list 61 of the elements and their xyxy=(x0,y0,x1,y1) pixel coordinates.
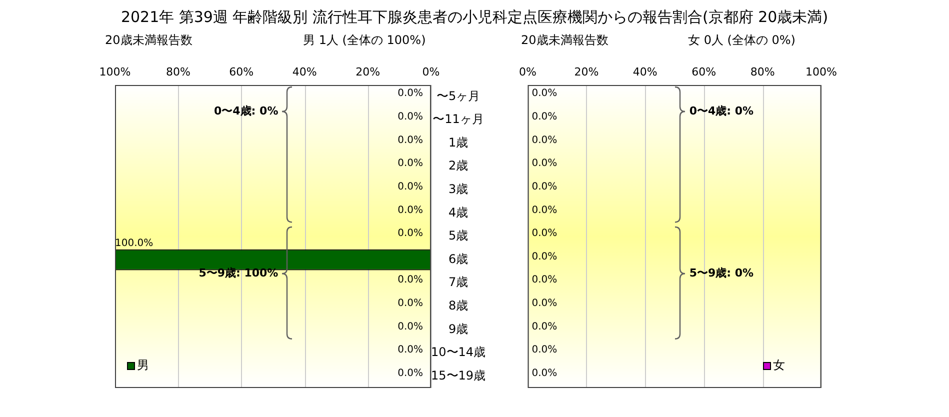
x-tick-label: 80% xyxy=(166,65,190,78)
y-tick-label: 9歳 xyxy=(448,322,468,336)
data-label: 100.0% xyxy=(115,238,154,249)
data-label: 0.0% xyxy=(532,204,558,216)
x-tick-label: 20% xyxy=(574,65,599,78)
x-tick-label: 0% xyxy=(422,65,440,78)
x-tick-label: 0% xyxy=(519,65,536,78)
data-label: 0.0% xyxy=(532,344,558,356)
x-tick-label: 100% xyxy=(99,65,131,78)
data-label: 0.0% xyxy=(398,158,423,170)
data-label: 0.0% xyxy=(398,274,423,286)
x-tick-label: 40% xyxy=(292,65,317,78)
data-label: 0.0% xyxy=(398,181,423,192)
data-label: 0.0% xyxy=(398,344,423,356)
y-tick-label: 6歳 xyxy=(448,252,468,266)
data-label: 0.0% xyxy=(532,181,558,192)
text: 男 xyxy=(137,357,149,374)
y-tick-label: 5歳 xyxy=(448,228,468,243)
chart-subtitle: 女 0人 (全体の 0%) xyxy=(688,32,796,49)
x-axis-title: 20歳未満報告数 xyxy=(521,32,608,49)
legend-label: 女 xyxy=(773,357,785,374)
data-label: 0.0% xyxy=(532,368,558,379)
annotation: 5〜9歳: 0% xyxy=(689,266,754,280)
data-label: 0.0% xyxy=(532,251,558,262)
y-tick-label: 15〜19歳 xyxy=(430,368,486,382)
data-label: 0.0% xyxy=(398,321,423,332)
data-label: 0.0% xyxy=(532,134,558,146)
data-label: 0.0% xyxy=(398,88,423,100)
y-tick-label: 3歳 xyxy=(448,182,468,196)
x-axis-title: 20歳未満報告数 xyxy=(105,32,192,49)
data-label: 0.0% xyxy=(532,228,558,240)
y-tick-label: 〜5ヶ月 xyxy=(436,88,480,103)
y-tick-label: 10〜14歳 xyxy=(430,345,486,360)
data-label: 0.0% xyxy=(532,274,558,286)
x-tick-label: 20% xyxy=(356,65,380,78)
data-label: 0.0% xyxy=(532,298,558,310)
data-label: 0.0% xyxy=(532,112,558,123)
y-tick-label: 7歳 xyxy=(448,275,468,290)
data-label: 0.0% xyxy=(398,228,423,240)
y-tick-label: 1歳 xyxy=(448,135,468,150)
annotation: 0〜4歳: 0% xyxy=(689,104,754,118)
y-tick-label: 8歳 xyxy=(448,298,468,313)
data-label: 0.0% xyxy=(398,134,423,146)
x-tick-label: 100% xyxy=(806,65,838,78)
text: 2021年 第39週 年齢階級別 流行性耳下腺炎患者の小児科定点医療機関からの報告割合(京都府 20歳未満) xyxy=(120,8,830,27)
chart-subtitle: 男 1人 (全体の 100%) xyxy=(303,32,426,49)
x-tick-label: 80% xyxy=(750,65,775,78)
x-tick-label: 60% xyxy=(692,65,716,78)
data-label: 0.0% xyxy=(398,368,423,379)
data-label: 0.0% xyxy=(532,158,558,170)
y-tick-label: 4歳 xyxy=(448,205,468,220)
y-tick-label: 2歳 xyxy=(448,158,468,173)
data-label: 0.0% xyxy=(532,321,558,332)
x-tick-label: 40% xyxy=(632,65,658,78)
data-label: 0.0% xyxy=(398,112,423,123)
data-label: 0.0% xyxy=(532,88,558,100)
annotation: 0〜4歳: 0% xyxy=(214,104,278,118)
data-label: 0.0% xyxy=(398,204,423,216)
y-tick-label: 〜11ヶ月 xyxy=(432,112,484,126)
data-label: 0.0% xyxy=(398,298,423,310)
x-tick-label: 60% xyxy=(229,65,254,78)
